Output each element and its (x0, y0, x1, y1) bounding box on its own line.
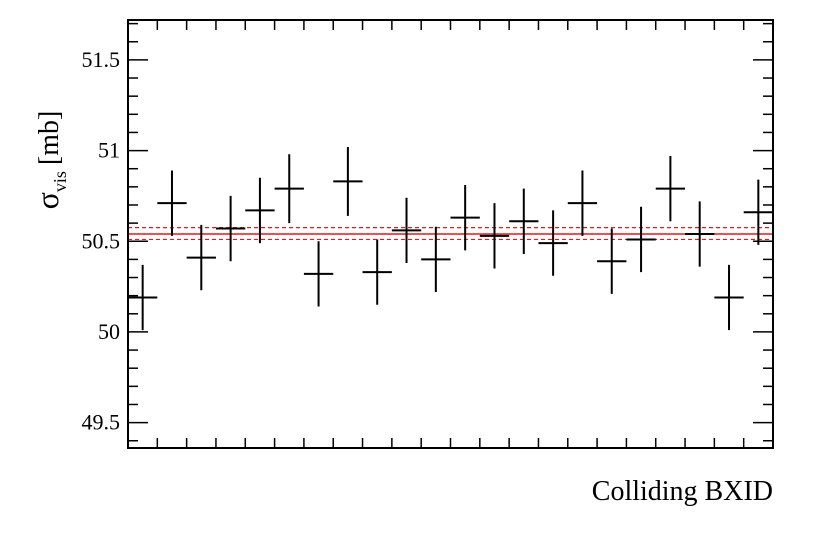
data-point (538, 210, 568, 276)
data-point (714, 264, 744, 331)
data-point (157, 170, 187, 236)
data-point (391, 197, 422, 264)
data-point (567, 170, 598, 236)
data-point (655, 156, 686, 222)
data-point (685, 201, 715, 267)
y-tick-label: 51 (98, 138, 120, 163)
y-tick-label: 51.5 (82, 47, 121, 72)
data-point (479, 203, 510, 269)
data-point (215, 195, 246, 262)
data-points (128, 146, 773, 331)
y-axis-title-symbol: σ (29, 192, 65, 209)
y-axis-title: σvis [mb] (29, 111, 70, 210)
data-point (626, 206, 656, 273)
data-point (362, 239, 392, 305)
y-tick-label: 50 (98, 319, 120, 344)
data-point (274, 154, 304, 224)
data-point (303, 241, 334, 307)
data-point (450, 185, 480, 251)
data-point (128, 264, 158, 331)
y-axis-title-unit: [mb] (34, 111, 65, 165)
data-point (421, 226, 451, 293)
data-point (743, 179, 773, 245)
x-axis-title: Colliding BXID (592, 476, 773, 507)
data-point (333, 146, 363, 216)
y-tick-label: 49.5 (82, 410, 121, 435)
y-tick-label: 50.5 (82, 228, 121, 253)
data-point (509, 188, 539, 254)
data-point (597, 228, 627, 294)
y-axis-title-subscript: vis (50, 171, 70, 192)
axes: 49.5 50 50.5 51 51.5 (82, 19, 774, 449)
data-point (186, 224, 216, 291)
data-point (245, 177, 275, 244)
